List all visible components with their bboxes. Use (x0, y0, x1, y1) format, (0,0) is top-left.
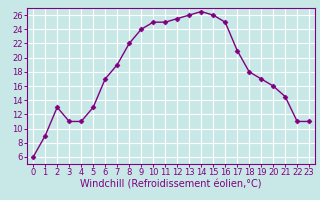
X-axis label: Windchill (Refroidissement éolien,°C): Windchill (Refroidissement éolien,°C) (80, 180, 262, 190)
